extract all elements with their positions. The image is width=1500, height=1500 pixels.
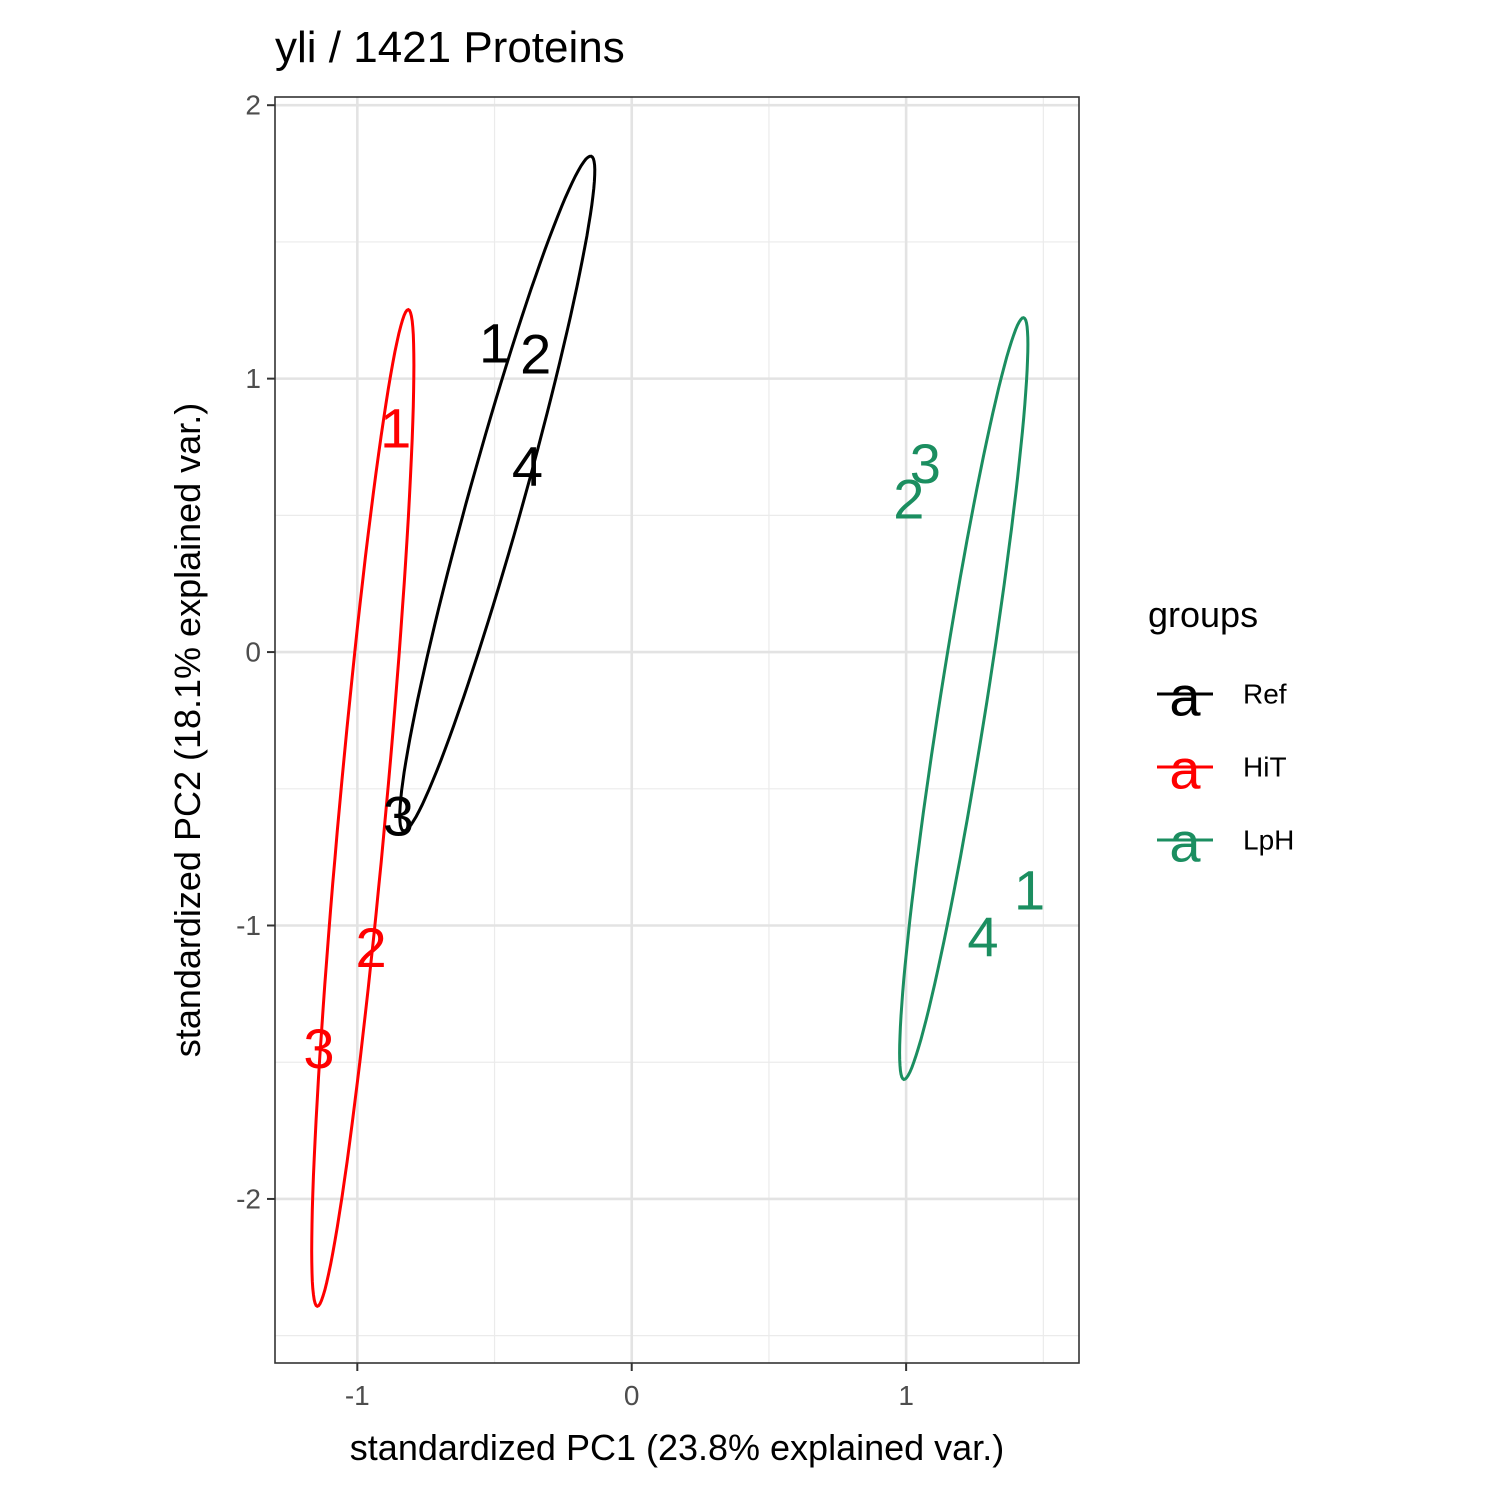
point-label-lph-1: 1: [1014, 858, 1045, 921]
point-label-hit-1: 1: [380, 396, 411, 459]
x-tick-label: -1: [345, 1380, 370, 1411]
legend-label-hit: HiT: [1243, 752, 1287, 783]
legend-key-hit: a: [1169, 738, 1201, 801]
point-label-ref-4: 4: [512, 435, 543, 498]
point-label-ref-3: 3: [383, 785, 414, 848]
ellipse-hit: [310, 307, 416, 1309]
point-label-lph-3: 3: [910, 432, 941, 495]
confidence-ellipses: [310, 154, 1030, 1309]
plot-panel: [275, 97, 1079, 1363]
y-tick-label: -2: [236, 1183, 261, 1214]
legend-key-lph: a: [1169, 811, 1201, 874]
legend-key-ref: a: [1169, 665, 1201, 728]
point-label-lph-4: 4: [967, 905, 998, 968]
plot-border: [274, 96, 1080, 1364]
y-tick-label: 0: [245, 637, 261, 668]
y-tick-label: -1: [236, 910, 261, 941]
y-tick-label: 1: [245, 363, 261, 394]
ellipse-lph: [898, 316, 1030, 1082]
x-tick-label: 1: [898, 1380, 914, 1411]
point-label-ref-2: 2: [520, 323, 551, 386]
x-axis-title: standardized PC1 (23.8% explained var.): [350, 1427, 1004, 1468]
grid-lines: [275, 97, 1079, 1363]
legend: groups a Ref a HiT a LpH: [1148, 594, 1294, 874]
point-label-hit-3: 3: [303, 1017, 334, 1080]
point-label-hit-2: 2: [355, 916, 386, 979]
point-label-ref-1: 1: [479, 312, 510, 375]
legend-title: groups: [1148, 594, 1258, 635]
y-axis-title: standardized PC2 (18.1% explained var.): [167, 403, 208, 1057]
y-tick-label: 2: [245, 90, 261, 121]
legend-label-ref: Ref: [1243, 679, 1287, 710]
legend-label-lph: LpH: [1243, 825, 1294, 856]
x-tick-label: 0: [624, 1380, 640, 1411]
ellipse-ref: [398, 154, 597, 833]
chart-title: yli / 1421 Proteins: [275, 23, 625, 72]
point-label-lph-2: 2: [893, 467, 924, 530]
